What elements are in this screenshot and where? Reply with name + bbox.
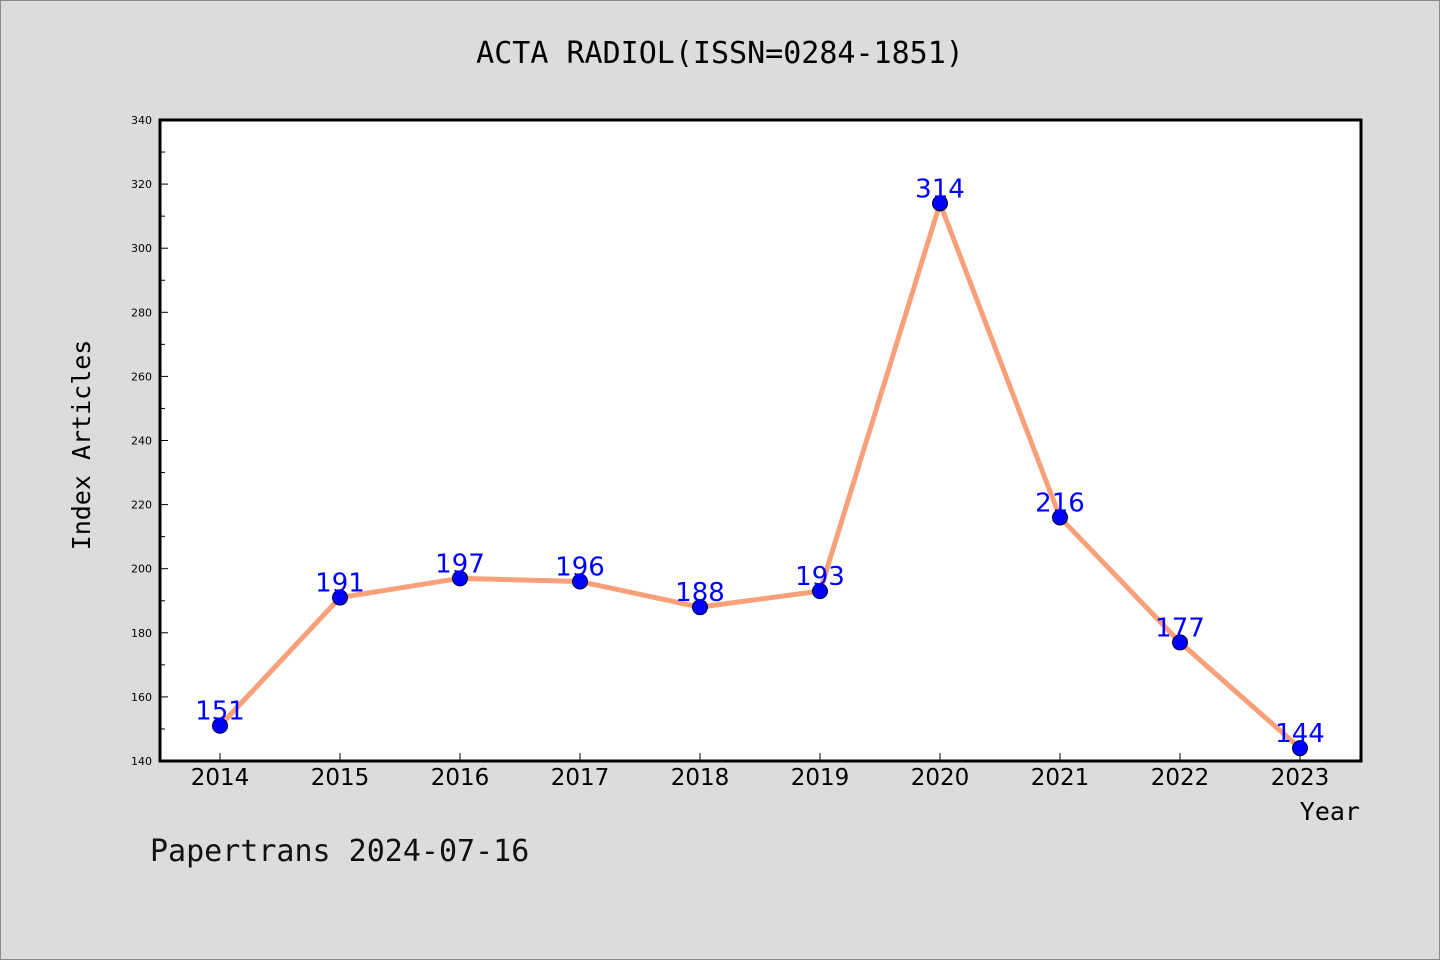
chart-title: ACTA RADIOL(ISSN=0284-1851) xyxy=(476,36,964,71)
data-point xyxy=(452,570,468,587)
data-label: 193 xyxy=(795,562,845,592)
data-point xyxy=(212,717,228,734)
y-tick-label: 160 xyxy=(131,691,152,704)
x-axis-title: Year xyxy=(1300,797,1360,826)
data-point xyxy=(812,583,828,600)
y-tick-label: 340 xyxy=(131,114,152,127)
data-point xyxy=(1172,634,1188,651)
x-tick-label: 2020 xyxy=(911,765,970,791)
y-tick-label: 240 xyxy=(131,435,152,448)
data-label: 188 xyxy=(675,578,725,608)
y-axis: 140 160 180 200 220 240 260 280 300 320 340 xyxy=(131,114,168,768)
x-tick-label: 2019 xyxy=(791,765,850,791)
y-tick-label: 200 xyxy=(131,563,152,576)
y-tick-label: 180 xyxy=(131,627,152,640)
x-tick-label: 2022 xyxy=(1151,765,1210,791)
series-polyline xyxy=(218,200,1302,751)
y-tick-label: 300 xyxy=(131,242,152,255)
x-tick-label: 2018 xyxy=(671,765,730,791)
x-tick-label: 2017 xyxy=(551,765,610,791)
plot-area xyxy=(158,118,1363,763)
data-label: 196 xyxy=(555,553,605,583)
y-tick-label: 140 xyxy=(131,755,152,768)
x-tick-label: 2021 xyxy=(1031,765,1090,791)
data-label: 191 xyxy=(315,569,365,599)
data-point xyxy=(692,599,708,616)
data-labels: 151 191 197 196 188 193 314 216 177 144 xyxy=(195,174,1325,749)
data-point xyxy=(1292,740,1308,757)
x-tick-label: 2014 xyxy=(191,765,250,791)
x-tick-label: 2015 xyxy=(311,765,370,791)
footer-watermark: Papertrans 2024-07-16 xyxy=(150,834,530,869)
data-point xyxy=(932,195,948,212)
data-point xyxy=(572,573,588,590)
series-line xyxy=(212,195,1308,757)
x-axis: 2014 2015 2016 2017 2018 2019 2020 2021 2022 2023 xyxy=(191,753,1330,791)
data-label: 216 xyxy=(1035,488,1085,518)
x-tick-label: 2023 xyxy=(1271,765,1330,791)
data-label: 144 xyxy=(1275,719,1325,749)
data-label: 314 xyxy=(915,174,965,204)
y-tick-label: 220 xyxy=(131,499,152,512)
y-axis-title: Index Articles xyxy=(67,340,96,551)
y-tick-label: 320 xyxy=(131,178,152,191)
data-point xyxy=(1052,509,1068,526)
y-tick-label: 260 xyxy=(131,370,152,383)
data-label: 177 xyxy=(1155,613,1205,643)
data-label: 197 xyxy=(435,549,485,579)
x-tick-label: 2016 xyxy=(431,765,490,791)
data-label: 151 xyxy=(195,697,245,727)
data-point xyxy=(332,589,348,606)
y-tick-label: 280 xyxy=(131,306,152,319)
